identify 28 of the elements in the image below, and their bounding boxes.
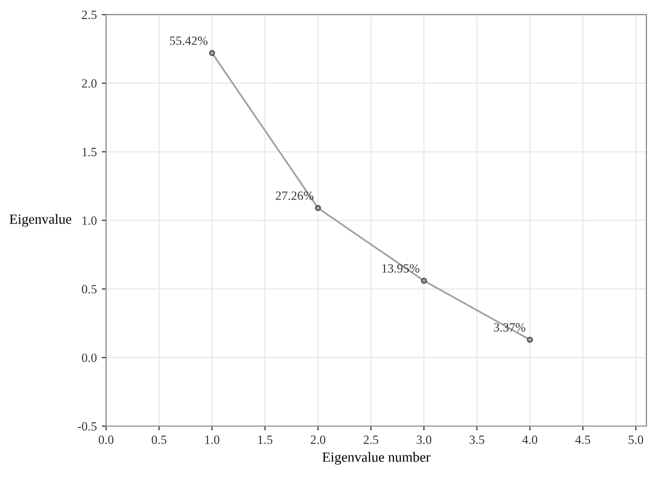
point — [526, 336, 533, 343]
x-tick-label: 1.0 — [205, 436, 220, 444]
x-tick-label: 3.5 — [470, 436, 484, 444]
x-tick-label: 5.0 — [628, 436, 644, 444]
annotation: 55.42% — [170, 36, 208, 45]
point — [314, 205, 321, 212]
x-tick-label: 2.0 — [310, 436, 326, 444]
x-tick-label: 0.5 — [152, 436, 166, 444]
y-tick-label: 1.0 — [82, 216, 97, 225]
y-tick-label: 1.5 — [82, 148, 97, 156]
x-tick-label: 3.0 — [416, 436, 432, 444]
x-tick-label: 2.5 — [364, 436, 378, 444]
x-tick-label: 4.0 — [522, 436, 538, 444]
x-tick-label: 4.5 — [575, 436, 590, 444]
y-tick-label: 2.5 — [82, 10, 97, 20]
y-tick-label: 0.0 — [82, 354, 97, 362]
annotation: 13.95% — [382, 264, 420, 273]
y-tick-label: 0.5 — [82, 284, 97, 294]
point — [420, 278, 427, 284]
x-axis-title: Eigenvalue number — [322, 452, 430, 465]
y-tick-label: 2.0 — [82, 79, 97, 88]
annotation: 3.37% — [494, 323, 526, 332]
annotation: 27.26% — [276, 191, 314, 200]
point — [209, 50, 216, 56]
y-axis-title: Eigenvalue — [10, 214, 72, 227]
x-tick-label: 0.0 — [98, 436, 114, 444]
x-tick-label: 1.5 — [258, 436, 272, 444]
y-tick-label: -0.5 — [78, 422, 97, 431]
